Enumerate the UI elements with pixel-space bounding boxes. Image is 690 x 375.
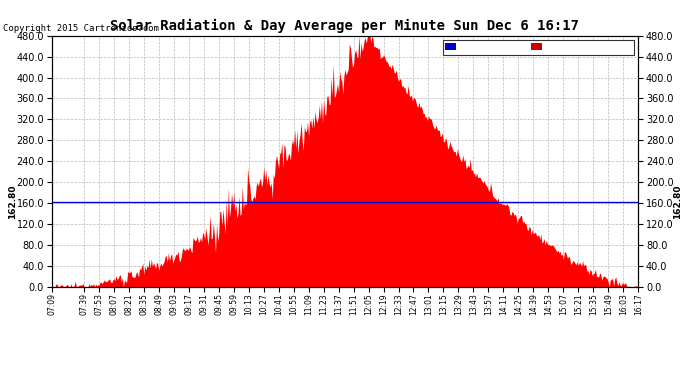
Title: Solar Radiation & Day Average per Minute Sun Dec 6 16:17: Solar Radiation & Day Average per Minute… (110, 19, 580, 33)
Text: Copyright 2015 Cartronics.com: Copyright 2015 Cartronics.com (3, 24, 159, 33)
Text: 162.80: 162.80 (673, 184, 682, 219)
Legend: Median (w/m2), Radiation (w/m2): Median (w/m2), Radiation (w/m2) (443, 40, 633, 54)
Text: 162.80: 162.80 (8, 184, 17, 219)
